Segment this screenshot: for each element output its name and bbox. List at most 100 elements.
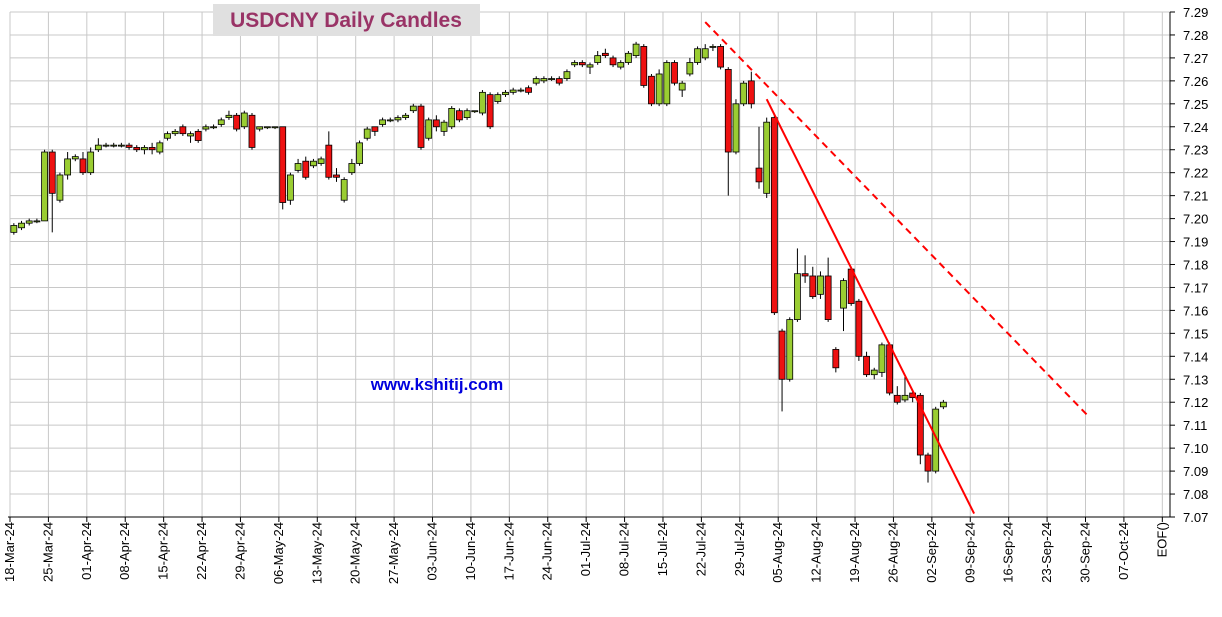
x-tick-label: 13-May-24 [309,522,324,584]
candle-body [287,174,294,201]
candle-body [817,275,824,295]
candle-body [279,126,287,203]
x-tick-label: 01-Jul-24 [578,522,593,576]
candle-body [632,43,640,57]
x-tick-label: 26-Aug-24 [885,522,900,583]
x-tick-label: 09-Sep-24 [962,522,977,583]
candle-body [333,174,340,178]
candle-body [870,369,878,376]
candle-body [133,147,141,151]
trendline [704,21,1091,418]
x-tick-label: 03-Jun-24 [425,522,440,581]
candle-body [471,110,479,113]
x-tick-label: 17-Jun-24 [501,522,516,581]
candle-body [263,126,271,129]
candle-body [732,103,740,153]
candle-body [678,82,686,91]
candle-body [164,133,171,139]
y-tick-label: 7.13 [1183,372,1208,387]
candle-body [486,94,494,128]
candle-body [540,78,548,82]
candle-body [601,52,609,57]
candle-body [794,273,801,320]
candle-body [878,344,886,373]
candle-body [832,349,840,369]
y-tick-label: 7.08 [1183,487,1208,502]
candle-body [755,167,763,183]
candle-body [41,151,48,222]
candle-body [363,128,371,139]
candle-body [701,48,709,59]
candle-body [248,114,256,148]
y-tick-label: 7.27 [1183,51,1208,66]
candle-body [786,319,794,380]
candle-body [502,91,509,96]
x-tick-label: 08-Jul-24 [617,522,632,576]
x-tick-label: 19-Aug-24 [847,522,862,583]
x-tick-label: 24-Jun-24 [540,522,555,581]
y-tick-label: 7.15 [1183,326,1208,341]
candle-body [463,110,471,118]
candle-body [901,394,909,401]
y-tick-label: 7.07 [1183,510,1208,525]
candle-body [25,220,33,224]
y-tick-label: 7.17 [1183,280,1208,295]
candle-body [33,220,41,223]
candle-body [517,89,525,92]
candle-body [763,121,771,194]
candle-body [863,355,870,376]
candle-body [594,55,602,63]
candle-body [110,144,118,147]
x-tick-label: 29-Jul-24 [732,522,747,576]
candle-body [578,62,586,66]
y-tick-label: 7.12 [1183,395,1208,410]
y-tick-label: 7.18 [1183,258,1208,273]
y-tick-label: 7.14 [1183,349,1208,364]
candle-body [394,117,402,121]
candle-body [56,174,64,201]
candle-body [210,126,217,129]
candle-body [617,62,625,68]
candle-body [717,46,724,68]
candle-body [924,454,932,472]
candle-body [625,52,632,63]
candle-body [448,108,456,128]
x-tick-label: 15-Jul-24 [655,522,670,576]
candle-body [233,114,241,130]
candle-body [563,71,571,79]
y-tick-label: 7.28 [1183,28,1208,43]
y-tick-label: 7.24 [1183,120,1208,135]
candle-body [747,80,755,105]
candle-body [225,114,233,118]
y-tick-label: 7.23 [1183,143,1208,158]
candle-body [371,126,379,132]
grid [9,11,1170,518]
candle-body [302,160,310,178]
candle-body [340,179,348,201]
candle-body [194,130,202,141]
candle-body [609,57,617,66]
candle-body [409,105,417,112]
candle-body [586,64,594,68]
candle-body [655,73,663,105]
candle-body [402,114,410,118]
candle-body [356,142,363,164]
candle-body [801,273,809,277]
y-tick-label: 7.29 [1183,5,1208,20]
x-tick-label: 01-Apr-24 [79,522,94,580]
candle-body [87,151,95,174]
candle-body [256,126,264,130]
x-tick-label: 22-Apr-24 [194,522,209,580]
candle-body [141,147,148,151]
candle-body [79,158,87,174]
candle-body [709,46,717,48]
candle-body [640,46,648,86]
candle-body [294,163,302,171]
candle-body [187,133,194,137]
y-tick-label: 7.20 [1183,212,1208,227]
x-tick-label: 10-Jun-24 [463,522,478,581]
x-tick-label: 06-May-24 [271,522,286,584]
title-box [213,4,480,36]
